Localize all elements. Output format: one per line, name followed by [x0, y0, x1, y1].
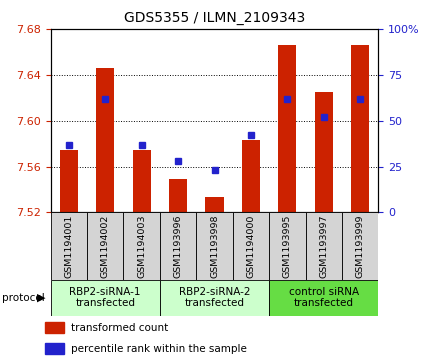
Bar	[60, 151, 78, 212]
Text: ▶: ▶	[37, 293, 45, 303]
Text: RBP2-siRNA-2
transfected: RBP2-siRNA-2 transfected	[179, 287, 250, 309]
Title: GDS5355 / ILMN_2109343: GDS5355 / ILMN_2109343	[124, 11, 305, 25]
Bar	[242, 140, 260, 212]
Bar	[169, 179, 187, 212]
Bar	[305, 212, 342, 280]
Text: transformed count: transformed count	[71, 323, 169, 333]
Bar	[132, 151, 151, 212]
Bar	[160, 280, 269, 316]
Text: control siRNA
transfected: control siRNA transfected	[289, 287, 359, 309]
Bar	[205, 197, 224, 212]
Bar	[278, 45, 297, 212]
Text: GSM1194000: GSM1194000	[246, 214, 256, 278]
Bar	[51, 280, 160, 316]
Bar	[124, 212, 160, 280]
Bar	[233, 212, 269, 280]
Bar	[342, 212, 378, 280]
Text: GSM1193995: GSM1193995	[283, 214, 292, 278]
Text: GSM1194003: GSM1194003	[137, 214, 146, 278]
Bar	[269, 280, 378, 316]
Bar	[96, 68, 114, 212]
Text: GSM1193998: GSM1193998	[210, 214, 219, 278]
Bar	[87, 212, 124, 280]
Text: GSM1193999: GSM1193999	[356, 214, 365, 278]
Bar	[269, 212, 305, 280]
Text: GSM1194002: GSM1194002	[101, 214, 110, 278]
Text: protocol: protocol	[2, 293, 45, 303]
Bar	[160, 212, 196, 280]
Text: GSM1194001: GSM1194001	[64, 214, 73, 278]
Text: GSM1193996: GSM1193996	[173, 214, 183, 278]
Text: percentile rank within the sample: percentile rank within the sample	[71, 343, 247, 354]
Text: RBP2-siRNA-1
transfected: RBP2-siRNA-1 transfected	[70, 287, 141, 309]
Bar	[45, 343, 64, 354]
Text: GSM1193997: GSM1193997	[319, 214, 328, 278]
Bar	[196, 212, 233, 280]
Bar	[315, 92, 333, 212]
Bar	[45, 322, 64, 334]
Bar	[51, 212, 87, 280]
Bar	[351, 45, 369, 212]
